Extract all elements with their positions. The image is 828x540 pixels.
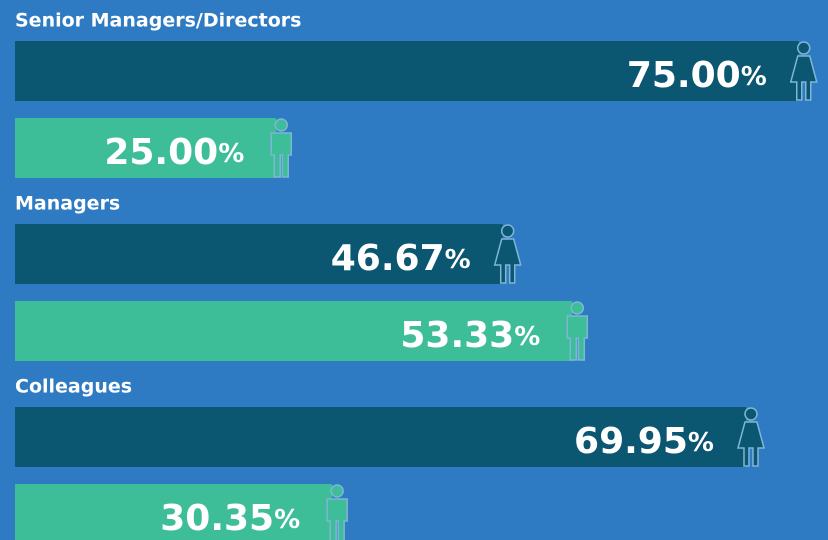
bar xyxy=(15,407,746,467)
value-label: 30.35% xyxy=(160,498,300,539)
icon-body xyxy=(326,498,348,540)
bar xyxy=(15,41,799,101)
value-label: 46.67% xyxy=(331,238,471,279)
icon-body xyxy=(493,238,522,284)
icon-head xyxy=(500,224,515,238)
value-label: 69.95% xyxy=(574,421,714,462)
icon-head xyxy=(570,301,585,315)
icon-head xyxy=(744,407,758,421)
icon-head xyxy=(330,484,344,498)
female-icon xyxy=(736,407,765,467)
female-icon xyxy=(493,224,522,284)
value-label: 25.00% xyxy=(104,132,244,173)
icon-head xyxy=(797,41,811,55)
category-label: Senior Managers/Directors xyxy=(15,10,301,32)
bar xyxy=(15,118,277,178)
category-label: Colleagues xyxy=(15,376,132,398)
bar xyxy=(15,484,333,540)
icon-body xyxy=(736,421,765,467)
bar xyxy=(15,224,503,284)
icon-body xyxy=(270,132,292,178)
value-label: 75.00% xyxy=(627,55,767,96)
bar xyxy=(15,301,573,361)
value-label: 53.33% xyxy=(400,315,540,356)
male-icon xyxy=(270,118,292,178)
category-label: Managers xyxy=(15,193,120,215)
icon-body xyxy=(789,55,818,101)
male-icon xyxy=(566,301,589,361)
female-icon xyxy=(789,41,818,101)
icon-head xyxy=(274,118,288,132)
icon-body xyxy=(566,315,589,361)
male-icon xyxy=(326,484,348,540)
